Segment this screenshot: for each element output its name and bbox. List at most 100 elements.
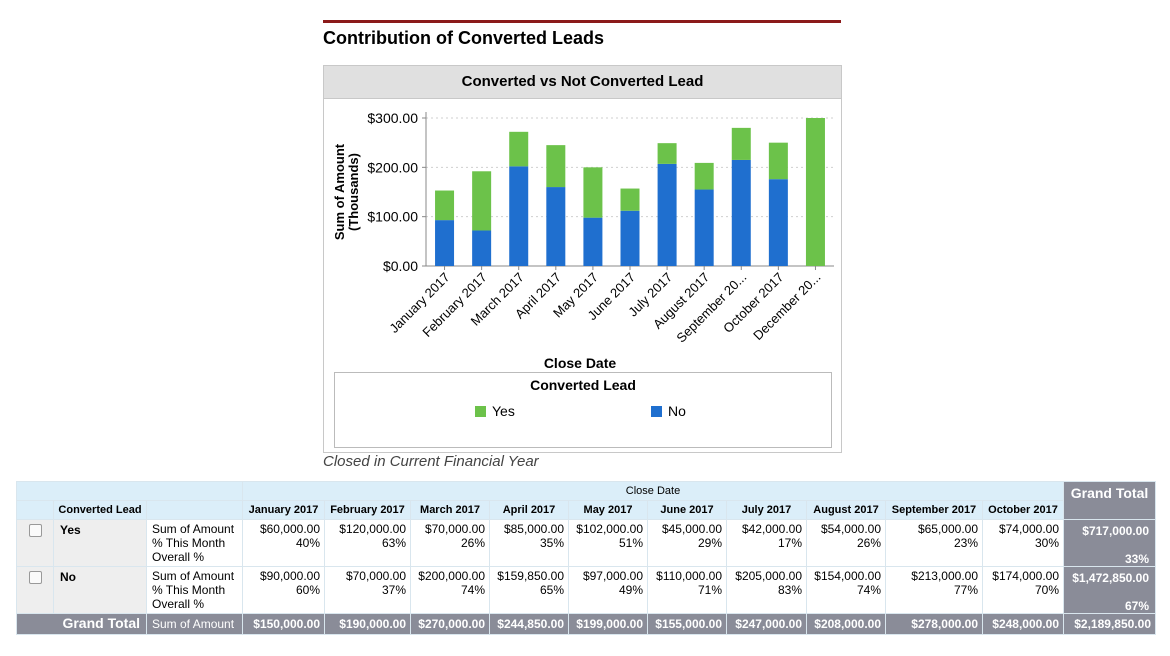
month-header[interactable]: September 2017 [885, 500, 983, 520]
y-tick-label: $100.00 [367, 209, 418, 225]
bar-no [731, 159, 751, 266]
grand-total-cell: $150,000.00 [242, 613, 325, 635]
bar-no [509, 166, 529, 266]
grand-total-cell: $270,000.00 [410, 613, 490, 635]
cell-percent: 40% [295, 536, 320, 550]
measure-labels: Sum of Amount% This Month Overall % [146, 566, 243, 614]
data-cell: $65,000.00 23% [885, 519, 983, 567]
header-spacer [16, 481, 243, 501]
chart-panel: Converted vs Not Converted Lead $0.00 $10… [323, 65, 842, 453]
y-tick-label: $300.00 [367, 110, 418, 126]
grand-total-row: Grand Total Sum of Amount $150,000.00 $190,… [16, 613, 1156, 635]
cell-amount: $102,000.00 [576, 522, 643, 536]
measure-label: Sum of Amount [152, 522, 235, 536]
close-date-header: Close Date [242, 481, 1064, 501]
cell-amount: $154,000.00 [814, 569, 881, 583]
cell-amount: $110,000.00 [656, 569, 722, 583]
cell-amount: $159,850.00 [497, 569, 564, 583]
legend-label-yes: Yes [492, 403, 515, 419]
data-cell: $45,000.00 29% [647, 519, 727, 567]
month-header[interactable]: March 2017 [410, 500, 490, 520]
cell-amount: $200,000.00 [418, 569, 485, 583]
grand-total-cell: $155,000.00 [647, 613, 727, 635]
bar-no [694, 189, 714, 266]
bar-yes [768, 142, 788, 180]
grand-total-header: Grand Total [1063, 481, 1156, 520]
bar-yes [805, 118, 825, 266]
cell-amount: $85,000.00 [503, 522, 564, 536]
month-header[interactable]: April 2017 [489, 500, 569, 520]
data-cell: $74,000.00 30% [982, 519, 1064, 567]
row-checkbox[interactable] [28, 571, 42, 584]
cell-amount: $74,000.00 [998, 522, 1059, 536]
month-header[interactable]: July 2017 [726, 500, 807, 520]
chart-plot: $0.00 $100.00 $200.00 $300.00 Sum of Amount(… [332, 110, 834, 371]
data-cell: $174,000.00 70% [982, 566, 1064, 614]
measure-label: Overall % [152, 550, 205, 564]
cell-amount: $213,000.00 [911, 569, 978, 583]
cell-percent: 37% [381, 583, 406, 597]
month-header[interactable]: May 2017 [568, 500, 648, 520]
data-cell: $120,000.00 63% [324, 519, 411, 567]
cell-percent: 74% [460, 583, 485, 597]
data-cell: $60,000.00 40% [242, 519, 325, 567]
bar-yes [657, 143, 677, 164]
cell-amount: $42,000.00 [741, 522, 802, 536]
measure-label: % This Month [152, 536, 226, 550]
month-header[interactable]: January 2017 [242, 500, 325, 520]
section-title: Contribution of Converted Leads [323, 28, 604, 48]
bar-no [435, 220, 455, 266]
section-accent-bar [323, 20, 841, 23]
y-tick-label: $200.00 [367, 159, 418, 175]
bar-yes [509, 131, 529, 167]
month-header[interactable]: February 2017 [324, 500, 411, 520]
bar-yes [583, 167, 603, 218]
row-checkbox-cell [16, 519, 54, 567]
row-checkbox[interactable] [28, 524, 42, 537]
data-cell: $70,000.00 37% [324, 566, 411, 614]
converted-lead-header[interactable]: Converted Lead [53, 500, 147, 520]
chart-legend: Converted Lead Yes No [334, 372, 832, 448]
cell-amount: $45,000.00 [661, 522, 722, 536]
legend-label-no: No [668, 403, 686, 419]
month-header[interactable]: June 2017 [647, 500, 727, 520]
data-cell: $42,000.00 17% [726, 519, 807, 567]
cell-amount: $205,000.00 [735, 569, 802, 583]
bar-no [472, 230, 492, 266]
month-header[interactable]: August 2017 [806, 500, 886, 520]
cell-percent: 71% [697, 583, 722, 597]
month-header[interactable]: October 2017 [982, 500, 1064, 520]
grand-total-cell: $247,000.00 [726, 613, 807, 635]
chart-footnote: Closed in Current Financial Year [323, 453, 539, 470]
cell-amount: $70,000.00 [424, 522, 485, 536]
measure-label: Overall % [152, 597, 205, 611]
cell-percent: 29% [697, 536, 722, 550]
legend-title: Converted Lead [530, 377, 636, 393]
bar-yes [435, 190, 455, 221]
header-checkbox-cell [16, 500, 54, 520]
cell-percent: 26% [856, 536, 881, 550]
bar-yes [731, 127, 751, 160]
row-grand-spacer [1068, 538, 1149, 552]
row-grand-amount: $1,472,850.00 [1072, 571, 1149, 585]
row-grand-amount: $717,000.00 [1082, 524, 1149, 538]
row-checkbox-cell [16, 566, 54, 614]
x-tick-label: February 2017 [419, 270, 489, 340]
cell-percent: 60% [295, 583, 320, 597]
data-cell: $200,000.00 74% [410, 566, 490, 614]
cell-percent: 65% [539, 583, 564, 597]
data-cell: $85,000.00 35% [489, 519, 569, 567]
cell-percent: 17% [777, 536, 802, 550]
cell-percent: 70% [1034, 583, 1059, 597]
row-grand-spacer [1068, 585, 1149, 599]
row-grand-overall: 33% [1124, 552, 1149, 566]
legend-item-no: No [651, 403, 686, 419]
data-cell: $213,000.00 77% [885, 566, 983, 614]
bar-yes [546, 145, 566, 188]
cell-percent: 83% [777, 583, 802, 597]
data-cell: $90,000.00 60% [242, 566, 325, 614]
cell-percent: 51% [618, 536, 643, 550]
legend-swatch-yes [475, 405, 486, 417]
grand-total-cell: $199,000.00 [568, 613, 648, 635]
data-cell: $159,850.00 65% [489, 566, 569, 614]
